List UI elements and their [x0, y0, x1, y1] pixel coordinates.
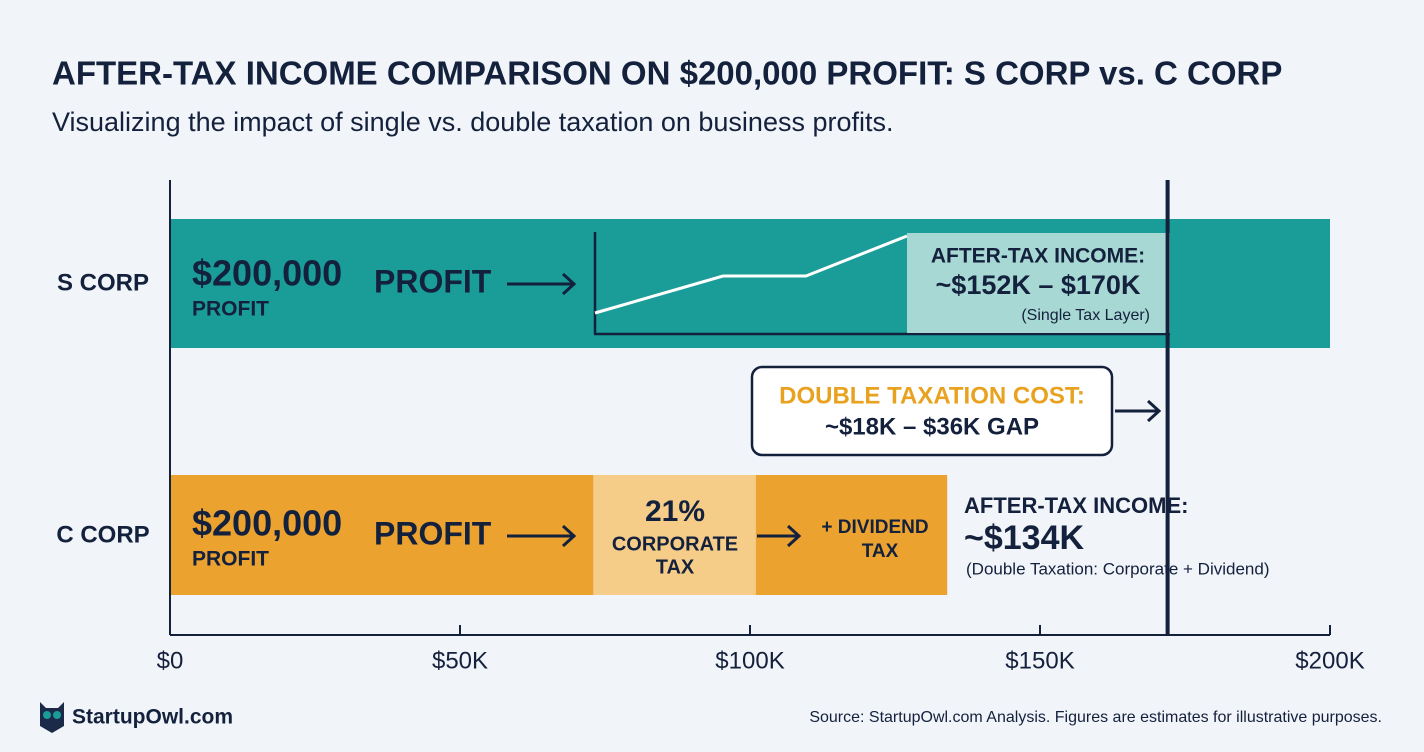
annotation-note: (Double Taxation: Corporate + Dividend) [966, 559, 1270, 578]
corporate-label: TAX [656, 556, 695, 578]
logo [40, 702, 64, 733]
axis: $0 $50K $100K $150K $200K [157, 180, 1365, 674]
x-tick-label: $0 [157, 647, 184, 674]
annotation-heading: AFTER-TAX INCOME: [964, 493, 1188, 518]
inset-line [594, 234, 908, 315]
corporate-label: CORPORATE [612, 533, 738, 555]
arrows [507, 272, 1162, 548]
x-tick-label: $150K [1005, 647, 1074, 674]
annotation-value: ~$134K [964, 519, 1084, 557]
x-tick-label: $100K [715, 647, 784, 674]
bar-profit: PROFIT [374, 515, 492, 551]
gap-heading: DOUBLE TAXATION COST: [779, 382, 1085, 409]
dividend-label: TAX [862, 541, 899, 562]
bar-amount: $200,000 [192, 253, 342, 294]
x-tick-label: $200K [1295, 647, 1364, 674]
gap-value: ~$18K – $36K GAP [825, 413, 1039, 440]
income-box [907, 233, 1170, 333]
source-note: Source: StartupOwl.com Analysis. Figures… [809, 709, 1382, 726]
bar-segment [593, 475, 756, 595]
bar-amount-sub: PROFIT [192, 298, 269, 321]
x-tick-label: $50K [432, 647, 488, 674]
chart-subtitle: Visualizing the impact of single vs. dou… [52, 107, 893, 137]
bar-amount-sub: PROFIT [192, 548, 269, 571]
gap-box [750, 365, 1114, 457]
brand: StartupOwl.com [72, 706, 233, 729]
category-label: C CORP [56, 521, 149, 548]
chart-title: AFTER-TAX INCOME COMPARISON ON $200,000 … [52, 55, 1282, 92]
bar-profit: PROFIT [374, 263, 492, 299]
annotation-note: (Single Tax Layer) [1021, 307, 1150, 324]
decorations [507, 232, 1170, 548]
annotation-value: ~$152K – $170K [936, 270, 1141, 300]
category-label: S CORP [57, 269, 149, 296]
bar-amount: $200,000 [192, 503, 342, 544]
corporate-rate: 21% [645, 495, 705, 528]
dividend-label: + DIVIDEND [821, 517, 928, 538]
annotation-heading: AFTER-TAX INCOME: [931, 245, 1145, 268]
